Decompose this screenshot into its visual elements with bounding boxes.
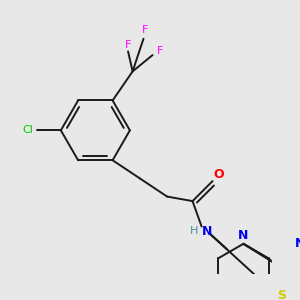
Text: S: S [277,289,286,300]
Text: N: N [295,237,300,250]
Text: F: F [157,46,163,56]
Text: F: F [125,40,131,50]
Text: N: N [202,225,212,238]
Text: O: O [214,168,224,181]
Text: H: H [190,226,199,236]
Text: F: F [142,25,148,34]
Text: Cl: Cl [23,125,34,135]
Text: N: N [238,229,249,242]
